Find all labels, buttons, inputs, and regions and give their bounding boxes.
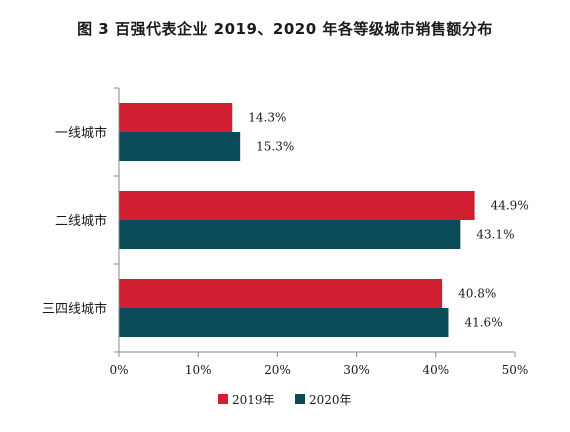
- category-label: 三四线城市: [42, 301, 107, 317]
- bar-1-2: [119, 191, 475, 220]
- data-label: 44.9%: [491, 199, 529, 213]
- data-label: 41.6%: [464, 316, 502, 330]
- bar-1-3: [119, 279, 443, 308]
- category-label: 二线城市: [55, 213, 107, 229]
- bar-2-3: [119, 308, 449, 337]
- bar-1-1: [119, 103, 233, 132]
- bar-2-2: [119, 220, 461, 249]
- bar-2-1: [119, 132, 241, 161]
- legend-swatch-2: [295, 394, 305, 404]
- labels-layer: 14.3% 15.3% 一线城市 44.9% 43.1% 二线城市 40.8% 41.6% 三四…: [42, 111, 529, 330]
- x-tick-label: 30%: [343, 363, 370, 377]
- data-label: 43.1%: [476, 228, 514, 242]
- axes-layer: 0% 10% 20% 30% 40% 50%: [109, 87, 529, 377]
- legend-swatch-1: [218, 394, 228, 404]
- bars-layer: [119, 103, 475, 337]
- chart-title: 图 3 百强代表企业 2019、2020 年各等级城市销售额分布: [77, 20, 493, 38]
- x-tick-label: 50%: [502, 363, 529, 377]
- x-tick-label: 40%: [422, 363, 449, 377]
- legend-label-2: 2020年: [309, 393, 352, 407]
- data-label: 14.3%: [248, 111, 286, 125]
- legend-label-1: 2019年: [232, 393, 275, 407]
- data-label: 40.8%: [458, 287, 496, 301]
- data-label: 15.3%: [256, 140, 294, 154]
- legend: 2019年 2020年: [218, 393, 352, 407]
- x-tick-label: 0%: [109, 363, 128, 377]
- x-tick-label: 20%: [264, 363, 291, 377]
- x-tick-label: 10%: [185, 363, 212, 377]
- category-label: 一线城市: [55, 125, 107, 141]
